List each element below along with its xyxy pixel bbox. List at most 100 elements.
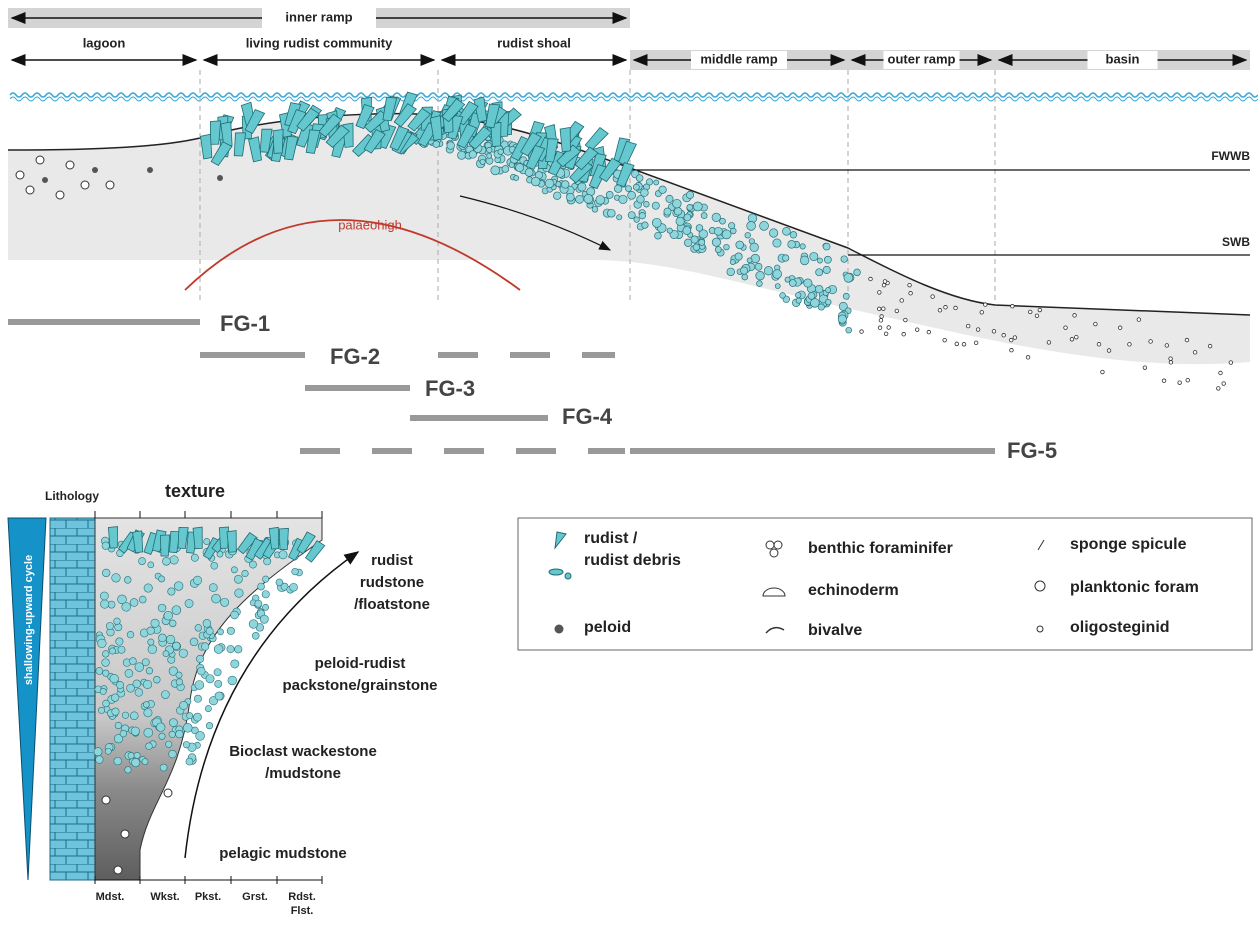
grain [183, 723, 192, 732]
grain [255, 600, 262, 607]
oligosteginid [1101, 370, 1105, 374]
oligosteginid [882, 283, 886, 287]
grain [231, 611, 239, 619]
grain [644, 201, 650, 207]
grain [693, 244, 700, 251]
grain [231, 567, 237, 573]
legend-peloid [555, 625, 564, 634]
grain [206, 675, 214, 683]
grain [204, 538, 210, 544]
grain [728, 222, 734, 228]
facies-model: inner ramplagoonliving rudist communityr… [0, 0, 1258, 926]
facies-group-label: FG-3 [425, 376, 475, 401]
fwwb-label: FWWB [1211, 149, 1250, 163]
grain [854, 269, 861, 276]
oligosteginid [962, 342, 966, 346]
grain [782, 227, 790, 235]
grain [654, 180, 659, 185]
grain [94, 748, 102, 756]
grain [114, 618, 121, 625]
grain [227, 645, 234, 652]
peloid [92, 167, 98, 173]
texture-class: Wkst. [150, 891, 179, 903]
grain [646, 179, 652, 185]
grain [206, 628, 213, 635]
grain [228, 676, 237, 685]
grain [491, 166, 500, 175]
grain [215, 692, 223, 700]
grain [730, 228, 736, 234]
grain [134, 752, 140, 758]
grain [276, 579, 283, 586]
grain [258, 583, 265, 590]
grain [596, 195, 605, 204]
grain [206, 722, 213, 729]
benthic-foram [26, 186, 34, 194]
grain [780, 293, 786, 299]
zone-label: outer ramp [888, 51, 956, 66]
oligosteginid [984, 303, 988, 307]
grain [112, 708, 119, 715]
grain [125, 669, 133, 677]
zone-label: middle ramp [700, 51, 777, 66]
grain [249, 561, 256, 568]
oligosteginid [1178, 381, 1182, 385]
oligosteginid [954, 306, 958, 310]
grain [142, 759, 148, 765]
grain [211, 562, 218, 569]
grain [214, 669, 221, 676]
grain [116, 681, 123, 688]
grain [686, 191, 693, 198]
grain [144, 728, 153, 737]
grain [120, 730, 127, 737]
oligosteginid [1097, 342, 1101, 346]
legend-label: planktonic foram [1070, 579, 1199, 596]
grain [194, 695, 201, 702]
grain [249, 620, 258, 629]
grain [146, 667, 153, 674]
grain [683, 227, 691, 235]
grain [617, 215, 622, 220]
grain [811, 298, 820, 307]
oligosteginid [974, 341, 978, 345]
grain [231, 660, 239, 668]
oligosteginid [1185, 338, 1189, 342]
grain [775, 284, 780, 289]
oligosteginid [1038, 308, 1042, 312]
grain [179, 701, 187, 709]
oligosteginid [900, 299, 904, 303]
grain [625, 186, 631, 192]
sea-surface [10, 93, 1258, 97]
grain [143, 680, 152, 689]
grain [159, 733, 165, 739]
grain [135, 663, 144, 672]
grain [760, 221, 769, 230]
grain [176, 730, 184, 738]
oligosteginid [1208, 344, 1212, 348]
oligosteginid [114, 866, 122, 874]
oligosteginid [102, 796, 110, 804]
grain [148, 562, 154, 568]
grain [185, 599, 193, 607]
grain [790, 231, 797, 238]
grain [212, 594, 221, 603]
grain [674, 207, 682, 215]
oligosteginid [980, 310, 984, 314]
legend-label: sponge spicule [1070, 536, 1187, 553]
oligosteginid [1013, 336, 1017, 340]
grain [785, 277, 790, 282]
grain [469, 151, 476, 158]
grain [102, 651, 109, 658]
grain [816, 269, 823, 276]
grain [130, 599, 138, 607]
legend-label: bivalve [808, 622, 862, 639]
grain [110, 674, 119, 683]
grain [666, 195, 673, 202]
grain [699, 239, 705, 245]
palaeohigh-label: palaeohigh [338, 217, 402, 232]
grain [735, 253, 742, 260]
oligosteginid [1149, 340, 1153, 344]
grain [203, 619, 211, 627]
grain [447, 142, 455, 150]
grain [191, 554, 198, 561]
